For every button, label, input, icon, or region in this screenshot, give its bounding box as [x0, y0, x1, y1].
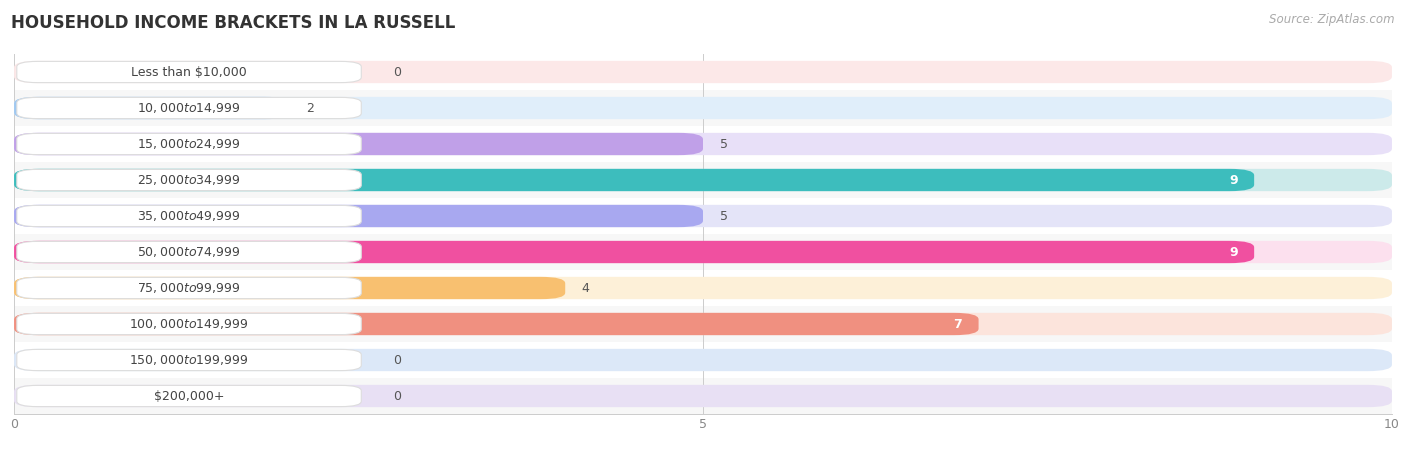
Text: $150,000 to $199,999: $150,000 to $199,999: [129, 353, 249, 367]
FancyBboxPatch shape: [14, 205, 703, 227]
Text: 5: 5: [720, 210, 727, 222]
Bar: [14, 198, 1392, 234]
Text: 4: 4: [582, 282, 589, 294]
Text: $75,000 to $99,999: $75,000 to $99,999: [138, 281, 240, 295]
Text: $200,000+: $200,000+: [153, 390, 225, 402]
FancyBboxPatch shape: [14, 349, 1392, 371]
Bar: [14, 126, 1392, 162]
Text: $25,000 to $34,999: $25,000 to $34,999: [138, 173, 240, 187]
Text: 2: 2: [307, 102, 314, 114]
FancyBboxPatch shape: [14, 133, 1392, 155]
Text: $35,000 to $49,999: $35,000 to $49,999: [138, 209, 240, 223]
FancyBboxPatch shape: [17, 277, 361, 299]
Text: 9: 9: [1229, 246, 1237, 258]
Text: HOUSEHOLD INCOME BRACKETS IN LA RUSSELL: HOUSEHOLD INCOME BRACKETS IN LA RUSSELL: [11, 14, 456, 32]
Text: 9: 9: [1229, 174, 1237, 186]
Text: 5: 5: [720, 138, 727, 150]
Text: $50,000 to $74,999: $50,000 to $74,999: [138, 245, 240, 259]
Bar: [14, 234, 1392, 270]
Text: Source: ZipAtlas.com: Source: ZipAtlas.com: [1270, 14, 1395, 27]
FancyBboxPatch shape: [14, 133, 703, 155]
Bar: [14, 342, 1392, 378]
FancyBboxPatch shape: [14, 277, 565, 299]
Text: 7: 7: [953, 318, 962, 330]
FancyBboxPatch shape: [14, 97, 290, 119]
Bar: [14, 162, 1392, 198]
Text: Less than $10,000: Less than $10,000: [131, 66, 247, 78]
Text: 0: 0: [394, 390, 401, 402]
FancyBboxPatch shape: [17, 133, 361, 155]
FancyBboxPatch shape: [14, 313, 979, 335]
FancyBboxPatch shape: [14, 241, 1392, 263]
Text: 0: 0: [394, 354, 401, 366]
Bar: [14, 54, 1392, 90]
FancyBboxPatch shape: [17, 313, 361, 335]
FancyBboxPatch shape: [17, 349, 361, 371]
FancyBboxPatch shape: [14, 169, 1392, 191]
FancyBboxPatch shape: [17, 205, 361, 227]
FancyBboxPatch shape: [14, 277, 1392, 299]
Text: $10,000 to $14,999: $10,000 to $14,999: [138, 101, 240, 115]
FancyBboxPatch shape: [14, 385, 1392, 407]
FancyBboxPatch shape: [17, 97, 361, 119]
FancyBboxPatch shape: [14, 61, 1392, 83]
Bar: [14, 378, 1392, 414]
Bar: [14, 306, 1392, 342]
Bar: [14, 90, 1392, 126]
FancyBboxPatch shape: [14, 313, 1392, 335]
FancyBboxPatch shape: [17, 61, 361, 83]
FancyBboxPatch shape: [14, 97, 1392, 119]
FancyBboxPatch shape: [14, 241, 1254, 263]
FancyBboxPatch shape: [17, 385, 361, 407]
Text: $100,000 to $149,999: $100,000 to $149,999: [129, 317, 249, 331]
FancyBboxPatch shape: [17, 241, 361, 263]
Bar: [14, 270, 1392, 306]
Text: $15,000 to $24,999: $15,000 to $24,999: [138, 137, 240, 151]
FancyBboxPatch shape: [14, 169, 1254, 191]
FancyBboxPatch shape: [17, 169, 361, 191]
FancyBboxPatch shape: [14, 205, 1392, 227]
Text: 0: 0: [394, 66, 401, 78]
